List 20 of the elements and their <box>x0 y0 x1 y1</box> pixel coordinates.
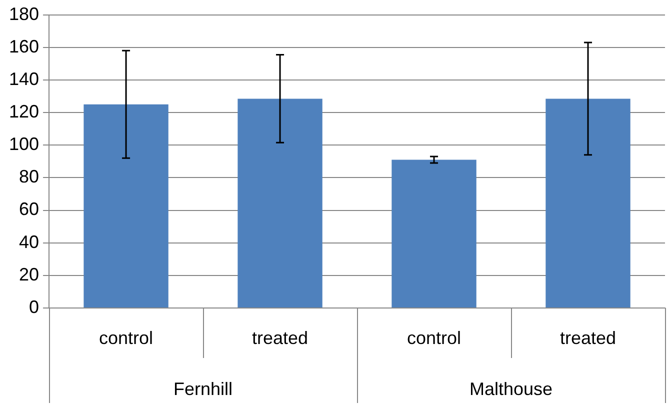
x-tick-label: control <box>406 328 462 348</box>
y-tick-label: 40 <box>19 232 40 252</box>
y-tick-label: 100 <box>8 134 40 154</box>
y-tick-label: 140 <box>8 68 40 89</box>
bar <box>546 98 630 308</box>
y-tick-label: 180 <box>8 4 40 24</box>
y-tick-label: 160 <box>8 36 40 56</box>
text: Malthouse <box>469 378 553 399</box>
bar <box>392 160 476 308</box>
x-tick-label: control <box>99 328 154 348</box>
bar <box>238 98 322 308</box>
x-tick-label: treated <box>560 328 616 348</box>
bar <box>84 104 168 308</box>
y-tick-label: 60 <box>19 199 40 220</box>
y-tick-label: 20 <box>19 264 40 284</box>
x-tick-label: treated <box>252 328 308 348</box>
y-tick-label: 0 <box>29 296 40 317</box>
y-tick-label: 120 <box>8 102 40 122</box>
y-tick-label: 80 <box>19 166 40 187</box>
text: Fernhill <box>174 378 233 399</box>
